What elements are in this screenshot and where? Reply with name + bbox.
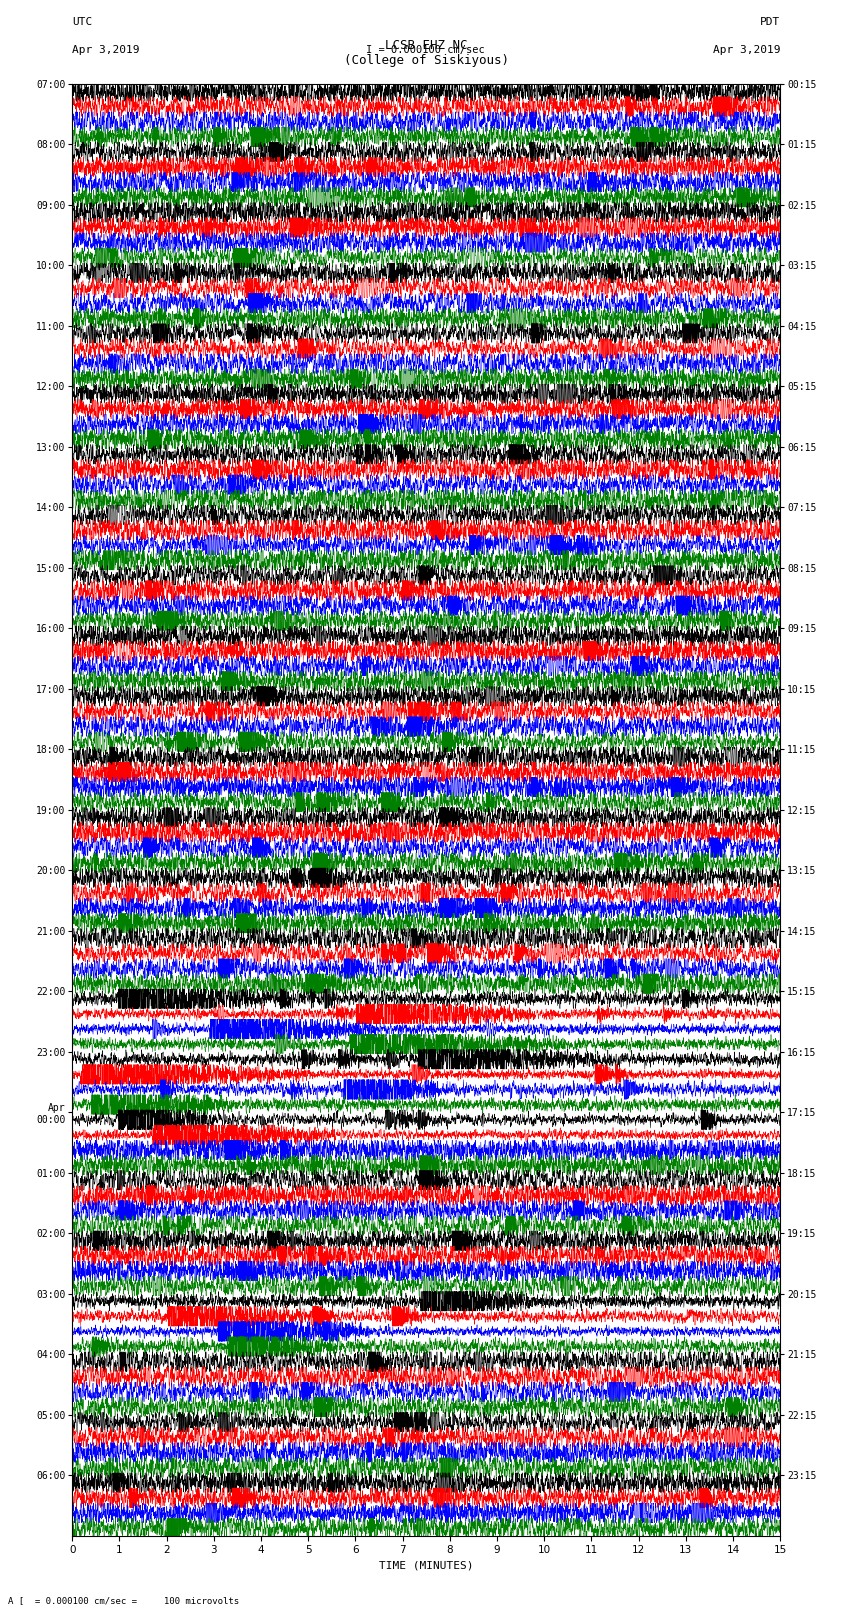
Text: UTC: UTC xyxy=(72,18,93,27)
Text: PDT: PDT xyxy=(760,18,780,27)
Text: Apr 3,2019: Apr 3,2019 xyxy=(713,45,780,55)
X-axis label: TIME (MINUTES): TIME (MINUTES) xyxy=(379,1561,473,1571)
Text: A [  = 0.000100 cm/sec =     100 microvolts: A [ = 0.000100 cm/sec = 100 microvolts xyxy=(8,1595,240,1605)
Text: Apr 3,2019: Apr 3,2019 xyxy=(72,45,139,55)
Title: LCSB EHZ NC
(College of Siskiyous): LCSB EHZ NC (College of Siskiyous) xyxy=(343,39,509,68)
Text: I = 0.000100 cm/sec: I = 0.000100 cm/sec xyxy=(366,45,484,55)
